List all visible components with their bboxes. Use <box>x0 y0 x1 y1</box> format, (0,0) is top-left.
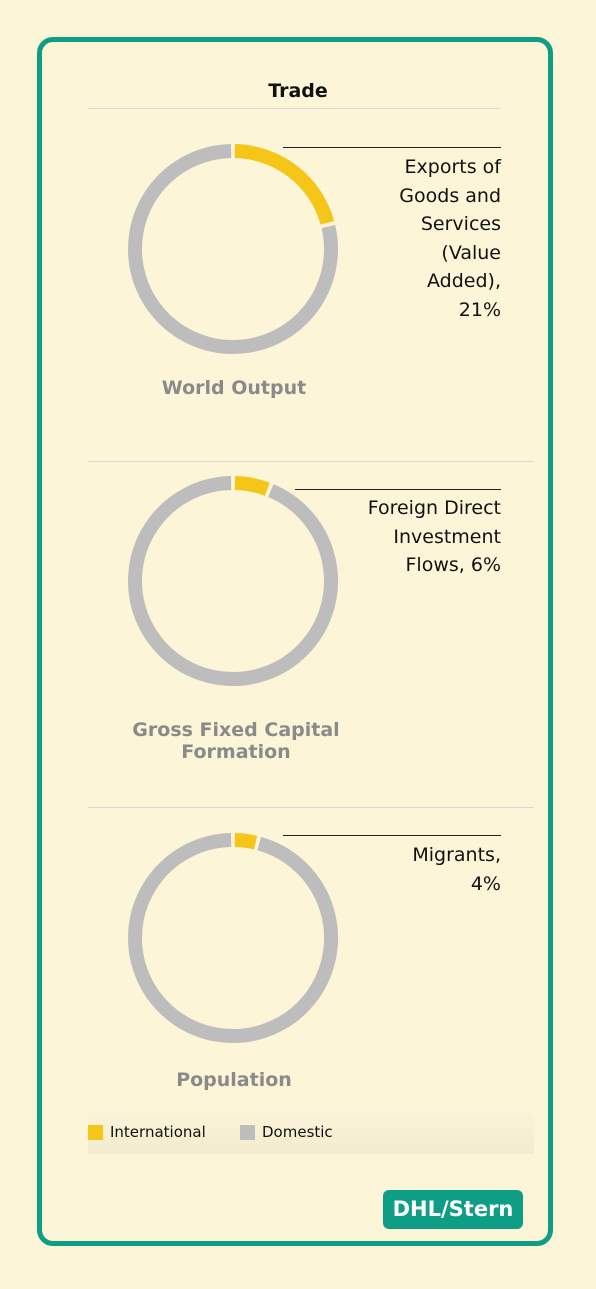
annotation-line: Foreign Direct <box>367 497 501 519</box>
divider <box>88 807 534 808</box>
chart-title-population: Population <box>176 1069 292 1091</box>
slice-international <box>234 476 270 496</box>
leader-line <box>283 835 501 836</box>
slice-domestic <box>128 144 338 354</box>
annotation-population: Migrants, 4% <box>412 841 501 898</box>
donut-gfcf <box>128 476 339 686</box>
annotation-line: Investment <box>393 525 501 548</box>
legend-swatch-domestic <box>240 1124 255 1140</box>
annotation-line: 4% <box>470 872 501 895</box>
leader-line <box>283 147 501 148</box>
donut-population <box>128 833 338 1043</box>
leader-line <box>295 489 501 490</box>
annotation-line: Goods and <box>399 184 501 207</box>
divider <box>88 461 534 462</box>
annotation-line: (Value <box>441 241 501 264</box>
divider <box>88 108 500 109</box>
annotation-line: Services <box>420 213 501 236</box>
legend-item-domestic: Domestic <box>240 1123 333 1141</box>
source-badge: DHL/Stern <box>383 1190 523 1229</box>
section-title: Trade <box>268 80 328 102</box>
legend-swatch-international <box>88 1124 103 1140</box>
annotation-line: Migrants, <box>412 844 501 866</box>
chart-title-gfcf: Gross Fixed Capital Formation <box>132 719 340 763</box>
slice-international <box>234 144 335 225</box>
slice-domestic <box>128 833 338 1043</box>
legend-label: Domestic <box>262 1123 333 1141</box>
annotation-line: Added), <box>427 270 501 293</box>
legend-label: International <box>110 1123 206 1141</box>
annotation-line: Flows, 6% <box>405 554 502 577</box>
annotation-gfcf: Foreign Direct Investment Flows, 6% <box>368 494 501 580</box>
donut-world-output <box>128 144 338 354</box>
annotation-line: 21% <box>458 298 501 321</box>
chart-title-world-output: World Output <box>161 377 307 399</box>
legend-item-international: International <box>88 1123 206 1141</box>
slice-domestic <box>128 476 339 686</box>
card-frame <box>37 37 553 1246</box>
annotation-line: Exports of <box>404 156 501 178</box>
slice-international <box>234 833 258 850</box>
annotation-world-output: Exports of Goods and Services (Value Add… <box>399 153 501 325</box>
legend: International Domestic <box>88 1108 534 1154</box>
